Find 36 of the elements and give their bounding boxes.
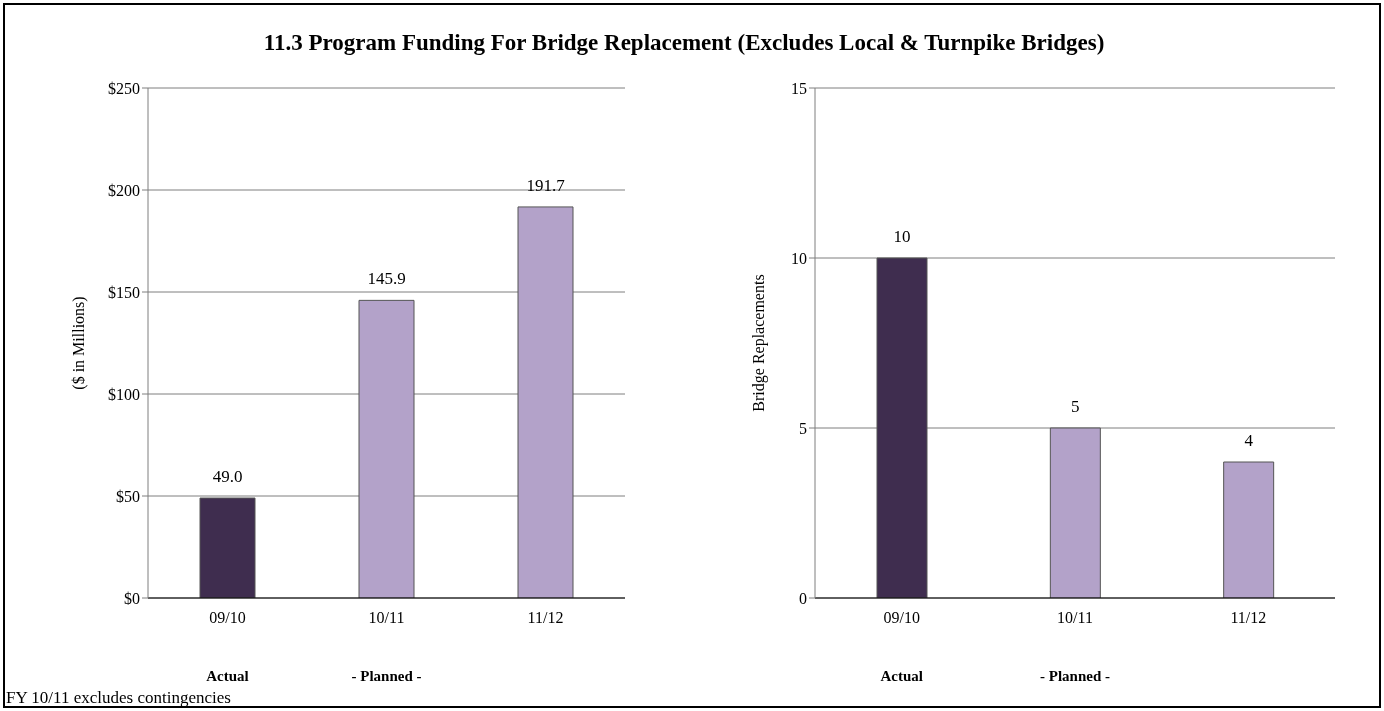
x-tick-label: 10/11 bbox=[368, 609, 405, 627]
text: - Planned - bbox=[1039, 668, 1111, 685]
y-tick-label: 10 bbox=[791, 249, 807, 267]
bar bbox=[1049, 427, 1101, 598]
x-tick-label: 09/10 bbox=[883, 609, 920, 627]
y-axis-title: Bridge Replacements bbox=[749, 274, 768, 412]
x-tick-label: 09/10 bbox=[209, 609, 246, 627]
data-label: 5 bbox=[1071, 397, 1080, 416]
data-label: 191.7 bbox=[526, 175, 566, 195]
y-axis-title: ($ in Millions) bbox=[69, 296, 88, 390]
y-tick-label: $0 bbox=[124, 589, 140, 607]
y-tick-label: $200 bbox=[108, 181, 140, 199]
y-tick-label: 5 bbox=[799, 419, 807, 437]
bar bbox=[1223, 461, 1275, 598]
x-tick-label: 11/12 bbox=[527, 609, 564, 627]
y-tick-label: 15 bbox=[791, 79, 807, 97]
x-tick-label: 10/11 bbox=[1057, 609, 1093, 627]
text: - Planned - bbox=[350, 668, 423, 685]
text: Actual bbox=[205, 668, 250, 685]
data-label: 4 bbox=[1244, 431, 1254, 450]
y-tick-label: $150 bbox=[108, 283, 140, 301]
text: 11.3 Program Funding For Bridge Replacement (Excludes Local & Turnpike Bridges) bbox=[262, 30, 1106, 56]
text: Actual bbox=[879, 668, 924, 685]
y-tick-label: $250 bbox=[108, 79, 140, 97]
bar bbox=[517, 206, 574, 598]
data-label: 10 bbox=[893, 227, 911, 246]
y-tick-label: $50 bbox=[116, 487, 140, 505]
bar bbox=[199, 497, 256, 598]
data-label: 49.0 bbox=[212, 467, 243, 487]
data-label: 145.9 bbox=[367, 269, 406, 289]
bar bbox=[876, 257, 928, 598]
y-tick-label: 0 bbox=[799, 589, 807, 607]
text: FY 10/11 excludes contingencies bbox=[6, 688, 231, 708]
bar bbox=[358, 299, 415, 598]
y-tick-label: $100 bbox=[108, 385, 140, 403]
x-tick-label: 11/12 bbox=[1230, 609, 1267, 627]
